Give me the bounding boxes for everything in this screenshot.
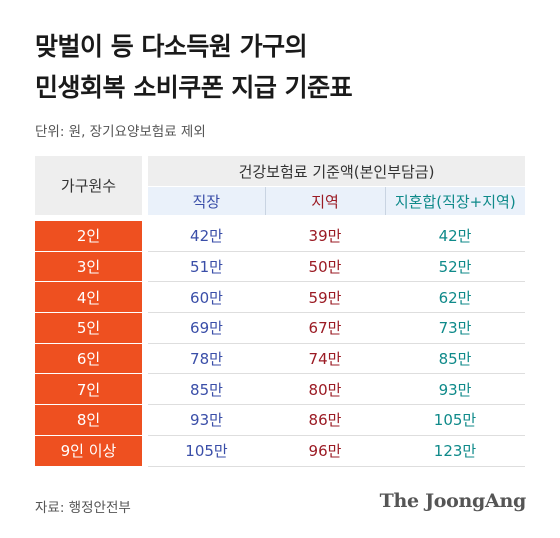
workplace-cell: 78만	[145, 343, 265, 375]
table-row: 5인 69만 67만 73만	[35, 312, 526, 344]
publisher-logo: The JoongAng	[379, 490, 527, 512]
household-cell: 3인	[35, 251, 148, 283]
premium-group-header: 건강보험료 기준액(본인부담금)	[145, 156, 526, 187]
column-header-mixed: 지혼합(직장+지역)	[384, 186, 526, 215]
mixed-cell: 123만	[385, 435, 526, 467]
workplace-cell: 60만	[145, 281, 265, 314]
household-cell: 2인	[35, 221, 148, 252]
mixed-cell: 73만	[385, 312, 526, 344]
table-row: 6인 78만 74만 85만	[35, 343, 526, 375]
household-cell: 8인	[35, 404, 148, 436]
regional-cell: 80만	[265, 373, 385, 406]
mixed-cell: 93만	[385, 373, 526, 406]
table-row: 2인 42만 39만 42만	[35, 221, 526, 252]
regional-cell: 50만	[265, 251, 385, 283]
household-cell: 6인	[35, 343, 148, 375]
workplace-cell: 93만	[145, 404, 265, 436]
regional-cell: 96만	[265, 435, 385, 467]
household-cell: 5인	[35, 312, 148, 344]
household-cell: 9인 이상	[35, 435, 148, 467]
criteria-table: 가구원수 건강보험료 기준액(본인부담금) 직장 지역 지혼합(직장+지역) 2…	[35, 156, 526, 467]
mixed-cell: 52만	[385, 251, 526, 283]
mixed-cell: 105만	[385, 404, 526, 436]
source-note: 자료: 행정안전부	[35, 500, 131, 516]
title-line-1: 맞벌이 등 다소득원 가구의	[35, 32, 308, 61]
unit-note: 단위: 원, 장기요양보험료 제외	[35, 124, 206, 140]
table-row: 4인 60만 59만 62만	[35, 281, 526, 314]
table-row: 8인 93만 86만 105만	[35, 404, 526, 436]
regional-cell: 74만	[265, 343, 385, 375]
mixed-cell: 85만	[385, 343, 526, 375]
regional-cell: 67만	[265, 312, 385, 344]
household-column-header: 가구원수	[35, 156, 148, 215]
table-row: 7인 85만 80만 93만	[35, 373, 526, 406]
workplace-cell: 105만	[145, 435, 265, 467]
column-header-regional: 지역	[264, 186, 385, 215]
table-row: 9인 이상 105만 96만 123만	[35, 435, 526, 467]
household-cell: 4인	[35, 281, 148, 314]
workplace-cell: 42만	[145, 221, 265, 252]
household-cell: 7인	[35, 373, 148, 406]
workplace-cell: 85만	[145, 373, 265, 406]
table-row: 3인 51만 50만 52만	[35, 251, 526, 283]
title-line-2: 민생회복 소비쿠폰 지급 기준표	[35, 73, 353, 102]
workplace-cell: 51만	[145, 251, 265, 283]
regional-cell: 39만	[265, 221, 385, 252]
column-header-workplace: 직장	[145, 186, 265, 215]
regional-cell: 86만	[265, 404, 385, 436]
workplace-cell: 69만	[145, 312, 265, 344]
regional-cell: 59만	[265, 281, 385, 314]
page-title: 맞벌이 등 다소득원 가구의 민생회복 소비쿠폰 지급 기준표	[35, 26, 353, 108]
mixed-cell: 62만	[385, 281, 526, 314]
mixed-cell: 42만	[385, 221, 526, 252]
